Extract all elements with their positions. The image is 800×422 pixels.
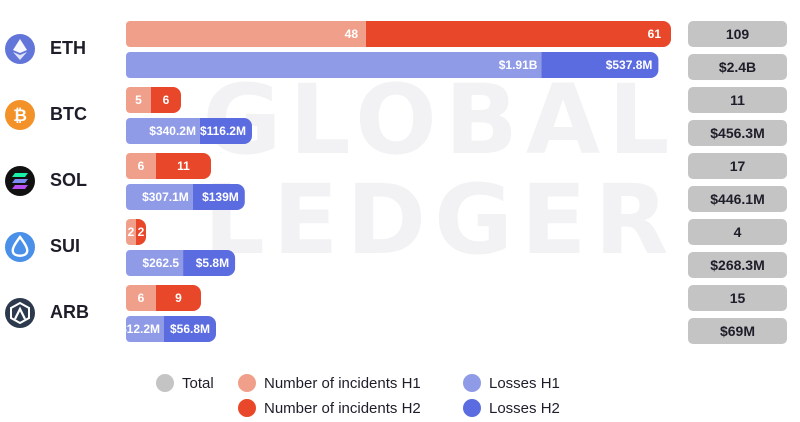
total-incidents-label: 4: [734, 224, 742, 240]
data-label-incidents-h1: 5: [135, 93, 142, 107]
bar-incidents-h1: [126, 21, 366, 47]
bar-losses-h2: [192, 184, 245, 210]
legend-label-incidents-h1: Number of incidents H1: [264, 374, 421, 392]
data-label-losses-h1: $12.2M: [120, 322, 160, 336]
coin-label-eth: ETH: [50, 38, 86, 58]
bar-incidents-h1: [126, 87, 151, 113]
legend-dot-losses-h2: [463, 399, 481, 417]
legend-label-incidents-h2: Number of incidents H2: [264, 399, 421, 417]
eth-glyph-top: [13, 39, 27, 53]
eth-glyph-bottom: [13, 52, 27, 60]
btc-glyph: ₿: [13, 106, 27, 126]
total-incidents-box: [688, 87, 787, 113]
data-label-losses-h2: $116.2M: [200, 124, 246, 138]
bar-losses-h2: [541, 52, 659, 78]
bar-incidents-h2: [156, 285, 201, 311]
data-label-incidents-h1: 6: [138, 291, 145, 305]
total-incidents-label: 15: [730, 290, 746, 306]
sol-glyph-stripe: [12, 185, 28, 189]
arb-icon: [5, 298, 35, 328]
data-label-incidents-h2: 6: [163, 93, 170, 107]
data-label-losses-h2: $139M: [202, 190, 239, 204]
total-incidents-box: [688, 285, 787, 311]
total-incidents-label: 109: [726, 26, 750, 42]
coin-label-arb: ARB: [50, 302, 89, 322]
bar-losses-h2: [183, 250, 236, 276]
data-label-incidents-h1: 2: [128, 225, 135, 239]
total-losses-box: [688, 318, 787, 344]
watermark-line-2: LEDGER: [203, 164, 677, 276]
watermark: GLOBAL LEDGER: [180, 70, 700, 270]
legend-label-total: Total: [182, 374, 214, 392]
arb-glyph-hex: [10, 301, 30, 325]
data-label-losses-h2: $537.8M: [606, 58, 653, 72]
bar-losses-h1: [126, 316, 164, 342]
watermark-line-1: GLOBAL: [202, 64, 678, 176]
total-incidents-label: 11: [730, 92, 745, 108]
total-losses-box: [688, 186, 787, 212]
data-label-losses-h1: $340.2M: [149, 124, 196, 138]
legend-item-losses-h1: Losses H1: [463, 374, 560, 392]
bar-incidents-h1: [126, 153, 156, 179]
data-label-incidents-h2: 2: [138, 225, 145, 239]
bar-losses-h2: [164, 316, 216, 342]
total-losses-box: [688, 54, 787, 80]
legend-item-incidents-h2: Number of incidents H2: [238, 399, 421, 417]
total-losses-label: $456.3M: [710, 125, 764, 141]
coin-label-sol: SOL: [50, 170, 87, 190]
data-label-incidents-h1: 6: [138, 159, 145, 173]
bar-incidents-h2: [151, 87, 181, 113]
legend-item-incidents-h1: Number of incidents H1: [238, 374, 421, 392]
legend-dot-losses-h1: [463, 374, 481, 392]
legend-label-losses-h2: Losses H2: [489, 399, 560, 417]
data-label-losses-h1: $307.1M: [142, 190, 189, 204]
coin-label-btc: BTC: [50, 104, 87, 124]
bar-losses-h1: [126, 52, 542, 78]
bar-losses-h2: [199, 118, 252, 144]
data-label-incidents-h2: 61: [648, 27, 662, 41]
legend: Total Number of incidents H1 Number of i…: [150, 372, 630, 420]
legend-label-losses-h1: Losses H1: [489, 374, 560, 392]
legend-dot-total: [156, 374, 174, 392]
total-losses-box: [688, 120, 787, 146]
sui-glyph: [11, 234, 29, 257]
data-label-losses-h1: $1.91B: [499, 58, 538, 72]
data-label-incidents-h2: 9: [175, 291, 182, 305]
bar-incidents-h2: [156, 153, 211, 179]
total-losses-label: $446.1M: [710, 191, 764, 207]
arb-glyph-a: [14, 306, 26, 320]
bar-losses-h1: [126, 184, 193, 210]
bar-incidents-h2: [366, 21, 671, 47]
legend-item-losses-h2: Losses H2: [463, 399, 560, 417]
data-label-losses-h2: $56.8M: [170, 322, 210, 336]
total-incidents-label: 17: [730, 158, 746, 174]
bar-incidents-h1: [126, 219, 136, 245]
data-label-incidents-h1: 48: [345, 27, 359, 41]
btc-icon: [5, 100, 35, 130]
legend-dot-incidents-h1: [238, 374, 256, 392]
sol-glyph-stripe: [12, 179, 28, 183]
legend-item-total: Total: [156, 374, 214, 392]
coin-label-sui: SUI: [50, 236, 80, 256]
sol-glyph-stripe: [12, 173, 28, 177]
total-incidents-box: [688, 153, 787, 179]
bar-incidents-h1: [126, 285, 156, 311]
sui-icon: [5, 232, 35, 262]
total-losses-label: $2.4B: [719, 59, 756, 75]
data-label-losses-h1: $262.5: [142, 256, 179, 270]
legend-dot-incidents-h2: [238, 399, 256, 417]
data-label-losses-h2: $5.8M: [196, 256, 229, 270]
total-incidents-box: [688, 21, 787, 47]
total-losses-box: [688, 252, 787, 278]
total-losses-label: $268.3M: [710, 257, 764, 273]
bar-losses-h1: [126, 118, 200, 144]
total-incidents-box: [688, 219, 787, 245]
bar-losses-h1: [126, 250, 184, 276]
data-label-incidents-h2: 11: [177, 159, 190, 173]
total-losses-label: $69M: [720, 323, 755, 339]
bar-incidents-h2: [136, 219, 146, 245]
